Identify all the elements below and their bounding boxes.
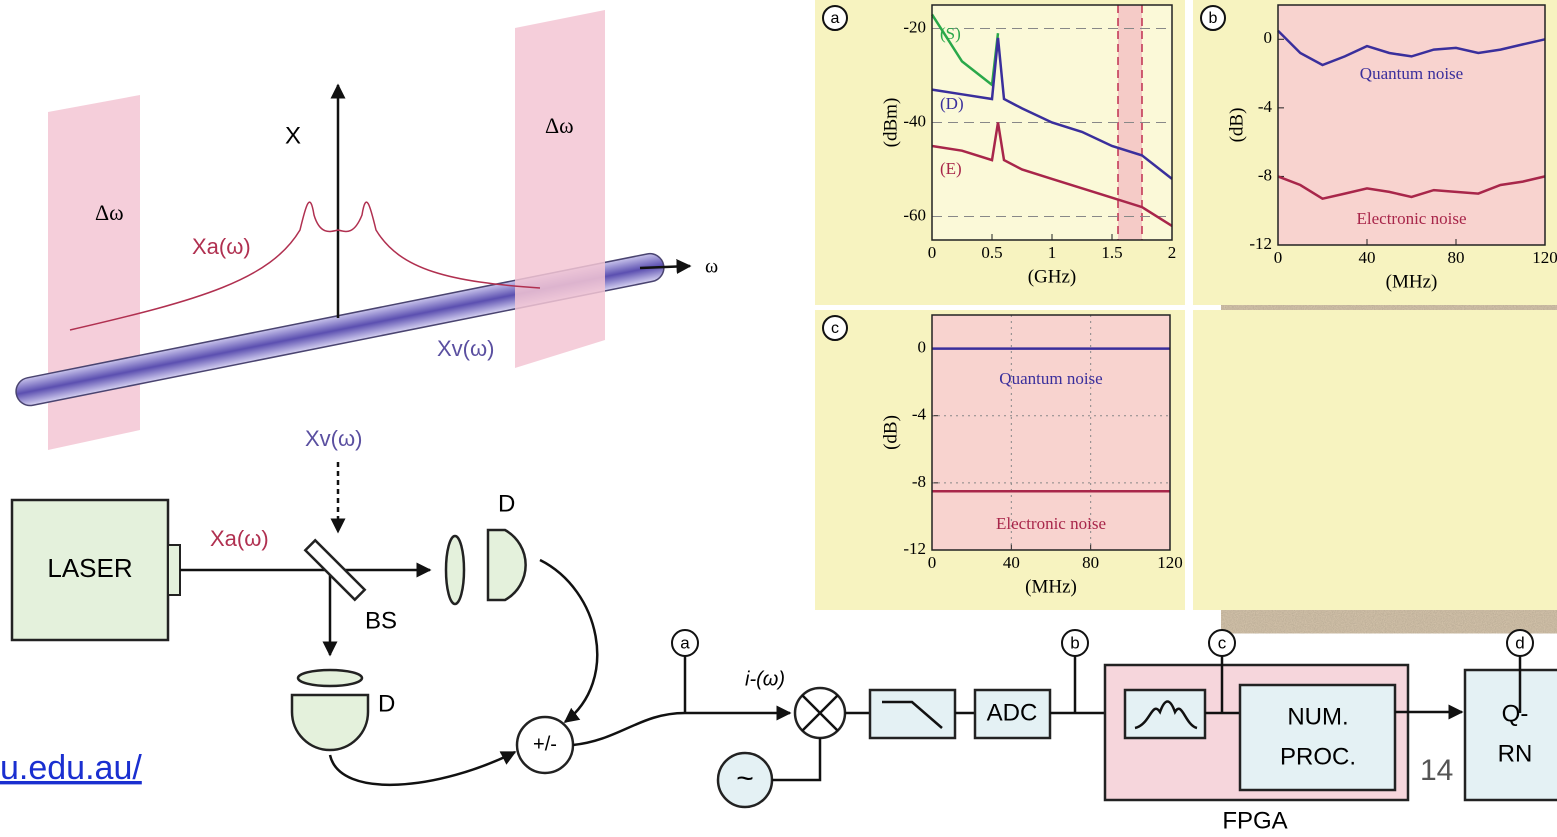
label: ω [705,256,718,278]
panel-label: b [1209,10,1218,27]
label: Xa(ω) [192,234,251,259]
x-tick-label: 120 [1532,248,1557,267]
y-tick-label: -4 [912,405,927,424]
y-tick-label: -8 [1258,165,1272,184]
label: Δω [95,200,124,225]
y-axis-title: (dB) [1226,108,1247,143]
panel-label: a [831,10,840,27]
band-panel [515,10,605,368]
page-number: 14 [1420,754,1453,787]
x-tick-label: 40 [1359,248,1376,267]
x-tick-label: 0 [928,243,937,262]
label: ADC [987,699,1038,726]
detector [292,695,368,750]
y-tick-label: -20 [903,17,926,36]
wire [330,752,515,785]
bandpass-filter [1125,690,1205,738]
x-axis-title: (MHz) [1386,271,1438,292]
label: i-(ω) [745,668,785,690]
wire [573,713,790,745]
y-tick-label: -8 [912,472,926,491]
num-proc-box [1240,685,1395,790]
label: ~ [736,762,754,795]
link[interactable]: u.edu.au/ [0,749,142,787]
x-tick-label: 0 [1274,248,1283,267]
y-tick-label: -12 [1249,234,1272,253]
y-tick-label: 0 [918,337,927,356]
label: LASER [47,553,132,583]
series-label: (D) [940,94,964,113]
y-axis-title: (dBm) [880,98,901,148]
x-tick-label: 1.5 [1101,243,1122,262]
tap-label: d [1515,633,1524,652]
series-label: Quantum noise [999,369,1102,388]
series-label: Quantum noise [1360,64,1463,83]
x-tick-label: 1 [1048,243,1057,262]
y-tick-label: -4 [1258,97,1273,116]
series-label: Electronic noise [1357,209,1467,228]
label: Xv(ω) [305,426,363,451]
x-tick-label: 0.5 [981,243,1002,262]
lens [298,670,362,686]
series-label: Electronic noise [996,514,1106,533]
label: PROC. [1280,743,1356,770]
label: Xa(ω) [210,526,269,551]
label: D [498,490,515,517]
laser-port [168,545,180,595]
y-tick-label: -40 [903,111,926,130]
slide: Δω Δω X ω Xa(ω) Xv(ω) LASER Xv(ω) Xa(ω) … [0,0,1557,837]
detector [488,530,526,600]
x-tick-label: 0 [928,553,937,572]
wire [540,560,597,722]
y-axis-title: (dB) [880,415,901,450]
series-label: (S) [940,24,961,43]
x-tick-label: 80 [1082,553,1099,572]
y-tick-label: 0 [1264,28,1273,47]
tap-label: b [1070,633,1079,652]
label: NUM. [1287,703,1348,730]
label: RN [1498,740,1533,767]
x-tick-label: 80 [1448,248,1465,267]
label: +/- [533,733,557,755]
label: BS [365,607,397,634]
tap-label: c [1218,633,1227,652]
tap-label: a [680,633,690,652]
y-tick-label: -12 [903,539,926,558]
label: Δω [545,113,574,138]
x-axis-title: (MHz) [1025,576,1077,597]
x-axis-title: (GHz) [1028,266,1077,287]
label: D [378,690,395,717]
wire [772,738,820,780]
label: X [285,122,301,149]
x-tick-label: 120 [1157,553,1183,572]
panel-label: c [831,320,839,337]
label: Xv(ω) [437,336,495,361]
series-label: (E) [940,159,962,178]
x-tick-label: 40 [1003,553,1020,572]
panel-background [1193,310,1557,610]
lowpass-filter [870,690,955,738]
lens [446,536,464,604]
qrn-box [1465,670,1557,800]
label: Q- [1502,700,1529,727]
label: FPGA [1222,807,1287,834]
x-tick-label: 2 [1168,243,1177,262]
y-tick-label: -60 [903,205,926,224]
